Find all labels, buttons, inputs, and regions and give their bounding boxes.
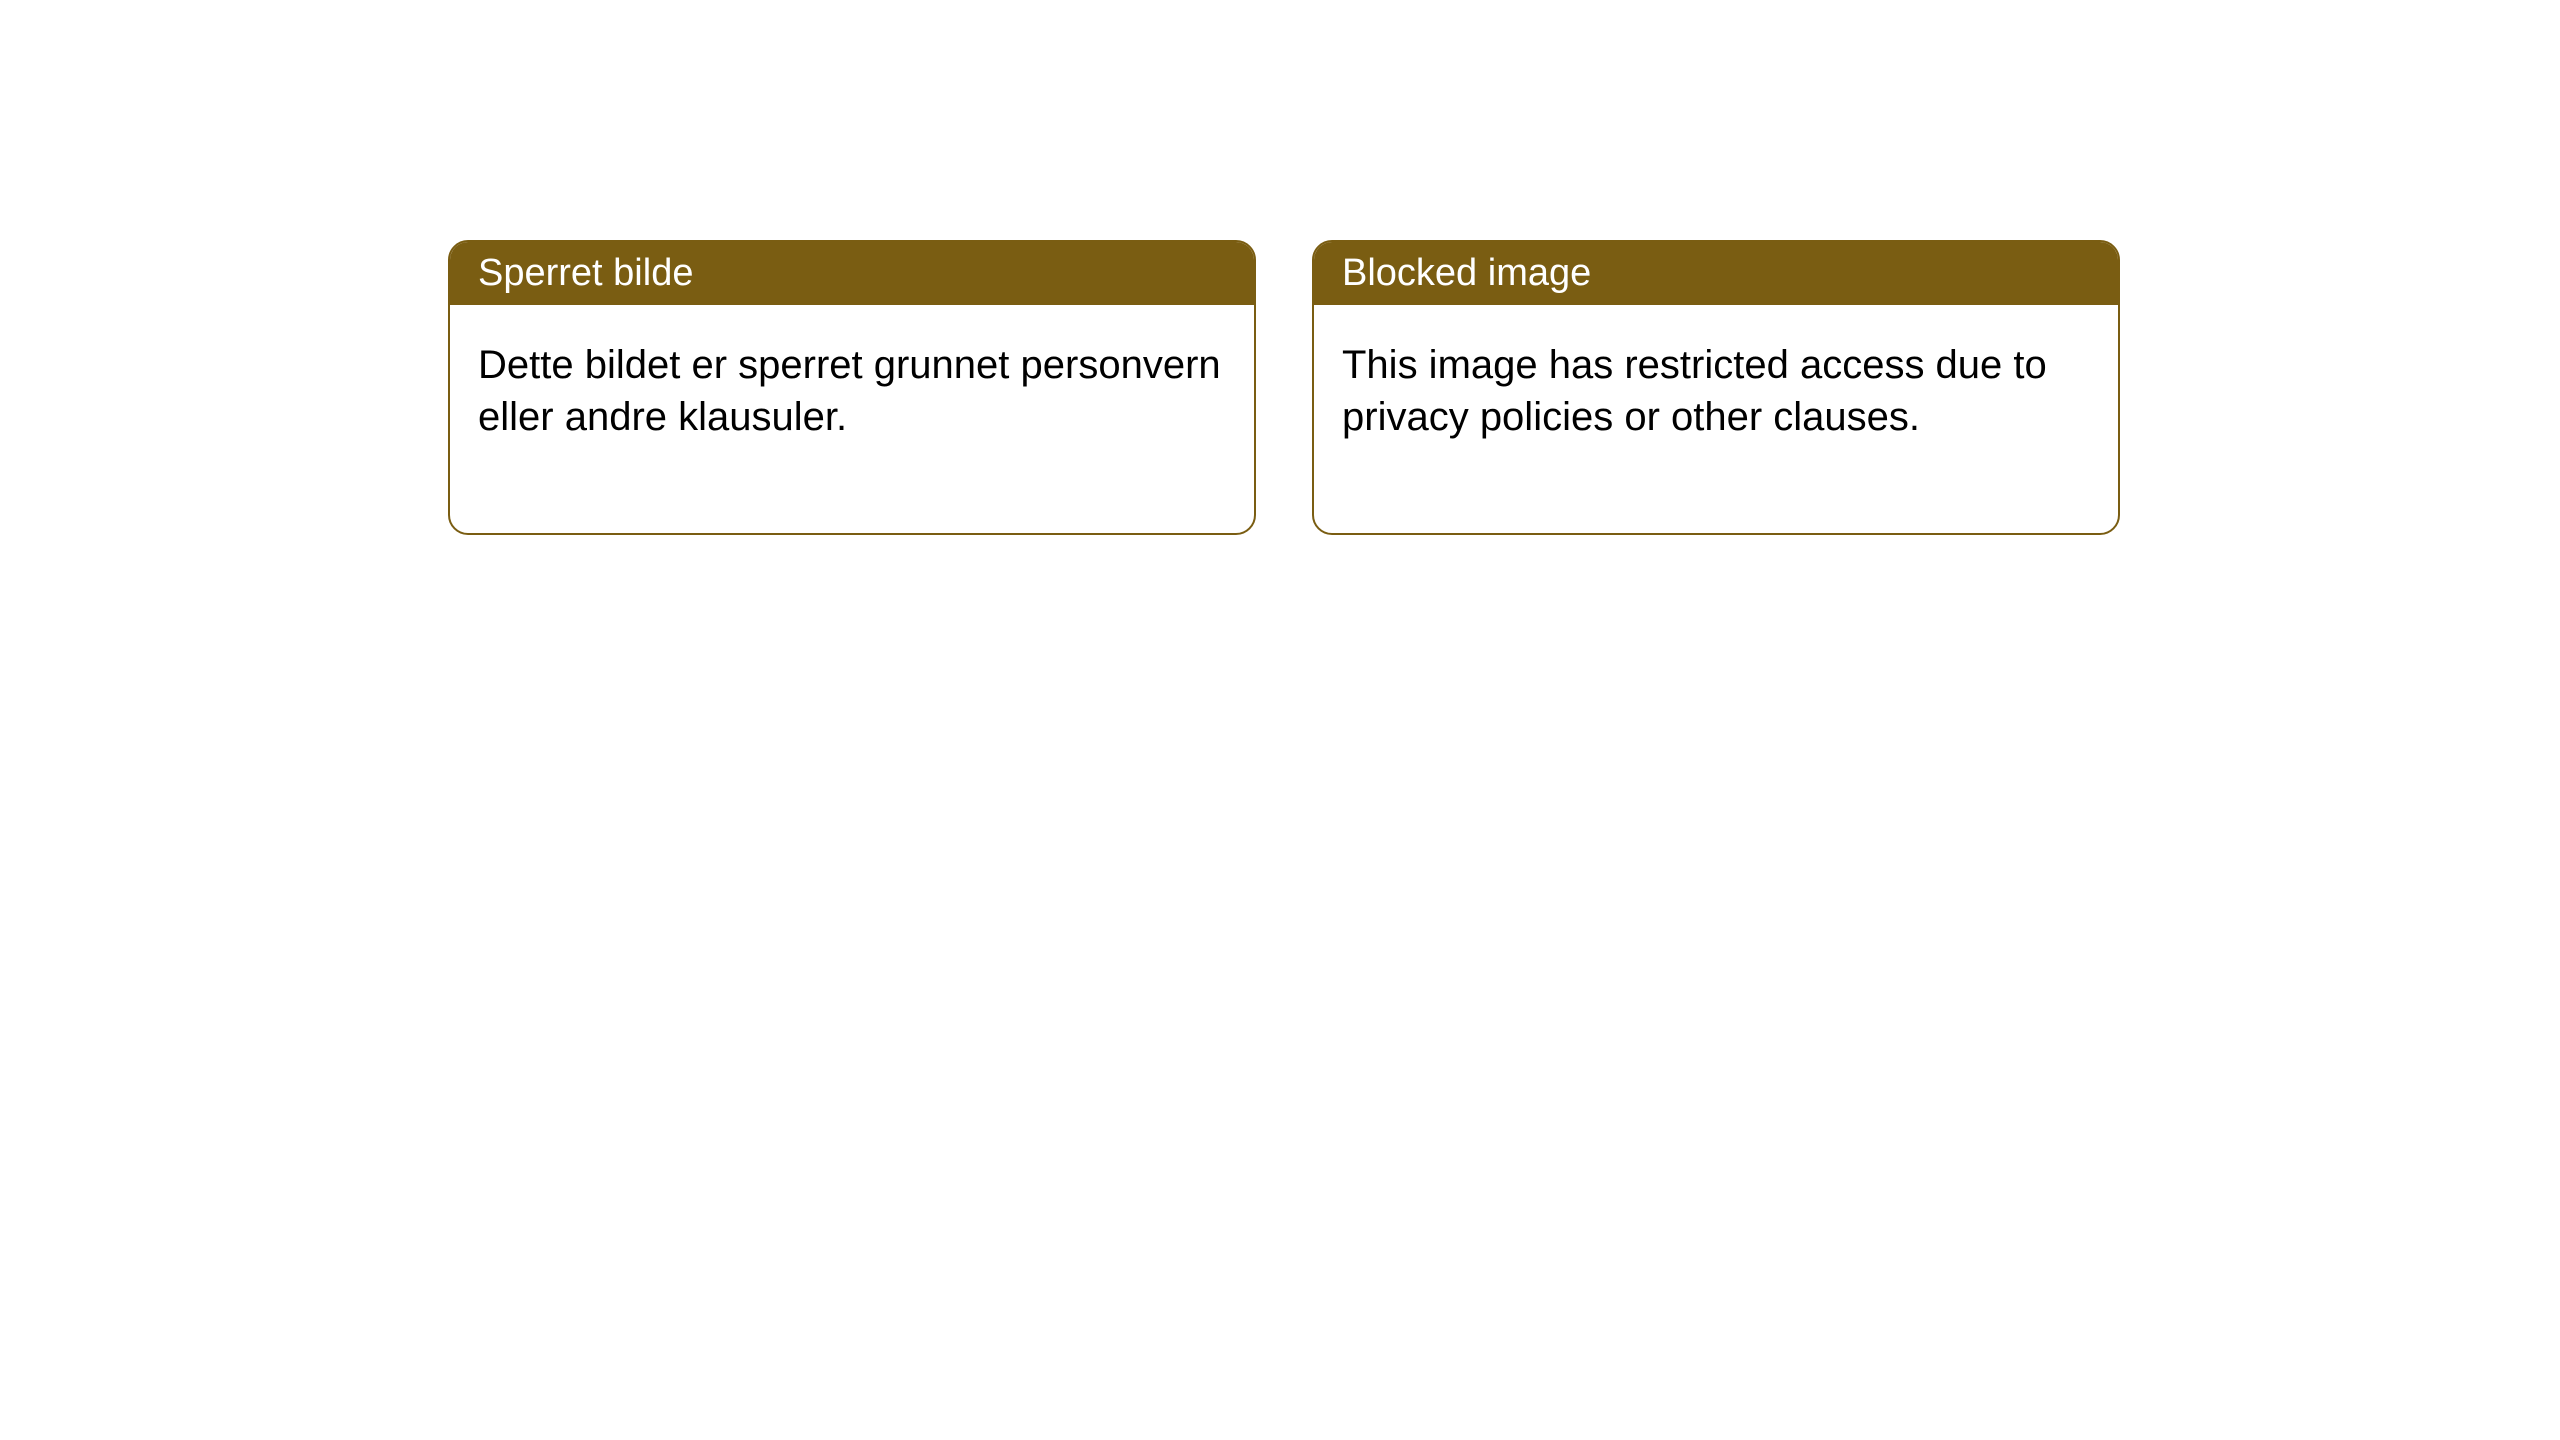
- notice-body-text: This image has restricted access due to …: [1314, 305, 2118, 533]
- notice-header: Blocked image: [1314, 242, 2118, 305]
- notice-box-english: Blocked image This image has restricted …: [1312, 240, 2120, 535]
- notice-header: Sperret bilde: [450, 242, 1254, 305]
- notice-container: Sperret bilde Dette bildet er sperret gr…: [448, 240, 2120, 535]
- notice-box-norwegian: Sperret bilde Dette bildet er sperret gr…: [448, 240, 1256, 535]
- notice-body-text: Dette bildet er sperret grunnet personve…: [450, 305, 1254, 533]
